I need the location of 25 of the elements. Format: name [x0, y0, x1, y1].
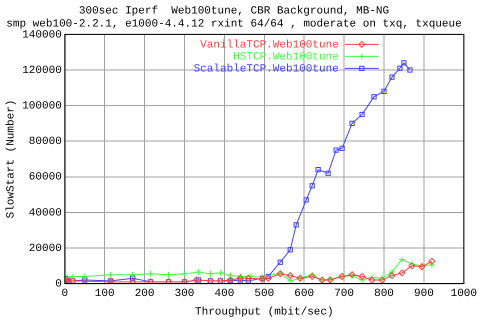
x-tick-label: 600: [294, 288, 314, 300]
x-tick-label: 1000: [450, 288, 477, 300]
legend-label: ScalableTCP.Web100tune: [194, 63, 339, 76]
x-tick-label: 500: [254, 288, 274, 300]
x-tick-label: 800: [374, 288, 394, 300]
x-tick-label: 900: [414, 288, 434, 300]
y-tick-label: 80000: [28, 136, 62, 148]
y-tick-label: 100000: [22, 100, 62, 113]
y-tick-label: 20000: [28, 242, 62, 255]
chart-subtitle: smp web100-2.2.1, e1000-4.4.12 rxint 64/64 , moderate on txq, txqueue: [6, 18, 462, 31]
x-tick-label: 100: [94, 288, 115, 300]
x-axis-title: Throughput (mbit/sec): [194, 306, 334, 318]
y-axis-title: SlowStart (Number): [6, 100, 18, 218]
y-tick-label: 0: [55, 278, 62, 291]
y-tick-label: 60000: [28, 172, 62, 184]
x-tick-label: 700: [334, 288, 354, 300]
chart-title: 300sec Iperf Web100tune, CBR Background, MB-NG: [78, 6, 390, 18]
x-tick-label: 400: [214, 288, 234, 300]
legend-label: VanillaTCP.Web100tune: [200, 39, 339, 52]
y-tick-label: 120000: [22, 64, 62, 77]
legend-label: HSTCP.Web100tune: [233, 51, 339, 64]
y-tick-label: 40000: [28, 207, 62, 220]
x-tick-label: 300: [174, 288, 194, 300]
y-tick-label: 140000: [22, 29, 62, 42]
x-tick-label: 200: [134, 288, 155, 300]
